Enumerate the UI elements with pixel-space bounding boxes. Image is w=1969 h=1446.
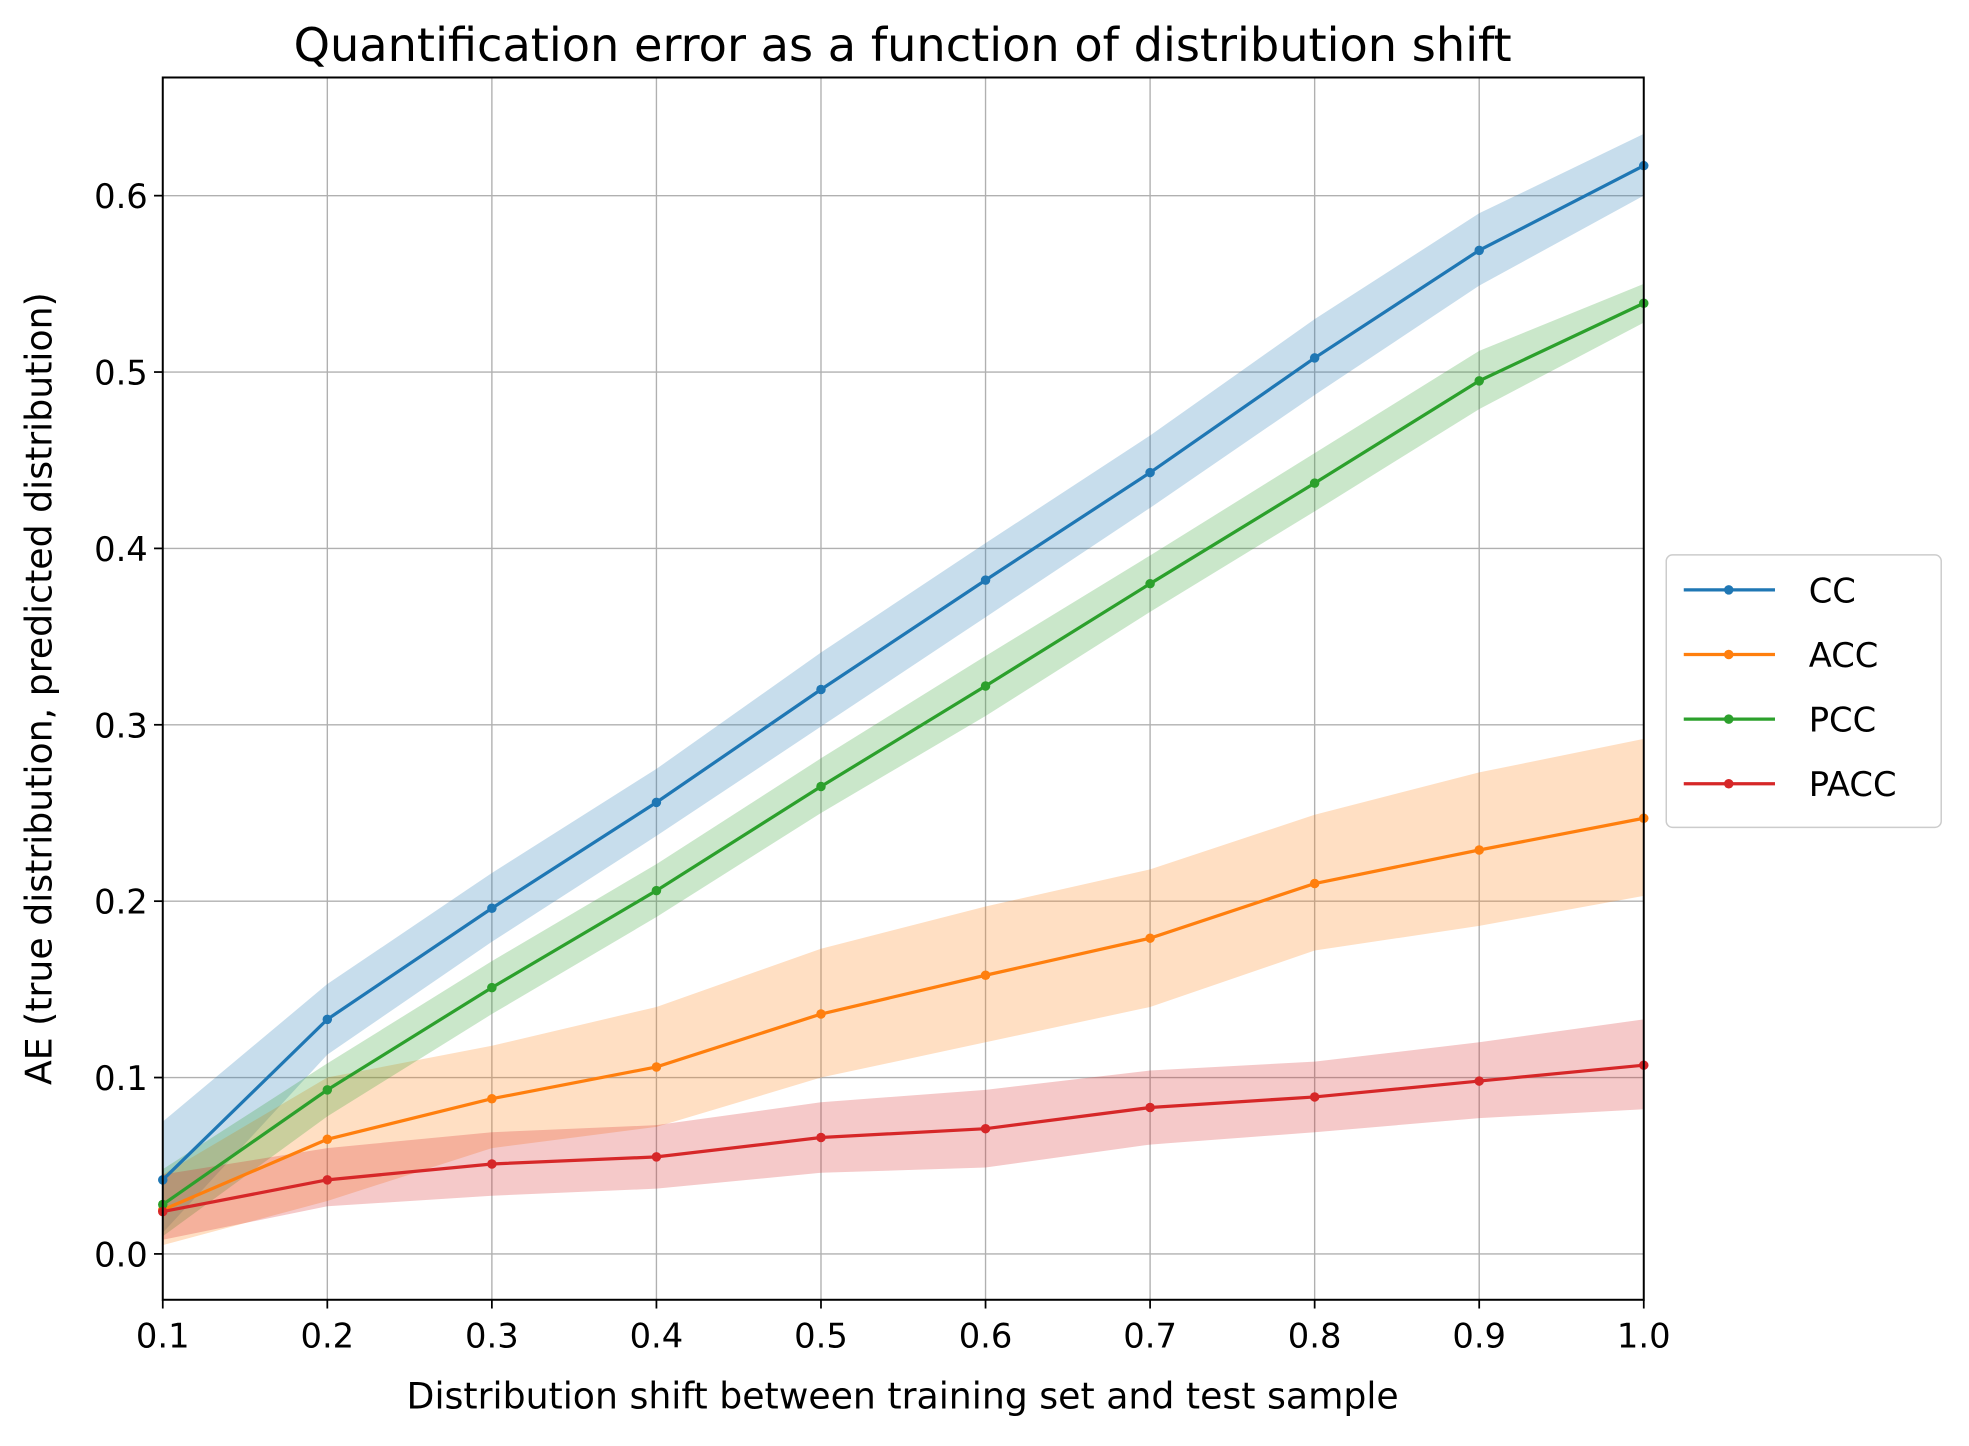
x-tick-label: 0.9 bbox=[1452, 1316, 1506, 1355]
point-acc bbox=[651, 1062, 662, 1072]
x-axis-label: Distribution shift between training set … bbox=[407, 1375, 1399, 1418]
point-cc bbox=[980, 575, 991, 585]
point-pacc bbox=[487, 1159, 497, 1169]
y-tick-label: 0.4 bbox=[94, 530, 148, 569]
y-tick-label: 0.3 bbox=[94, 706, 148, 745]
point-cc bbox=[816, 684, 826, 695]
line-pcc bbox=[161, 301, 1645, 1206]
confidence-bands bbox=[162, 133, 1644, 1246]
band-pacc bbox=[162, 1019, 1644, 1240]
y-tick-label: 0.2 bbox=[94, 883, 148, 922]
x-tick-label: 0.7 bbox=[1123, 1316, 1177, 1355]
band-pcc bbox=[162, 283, 1644, 1237]
point-pacc bbox=[1474, 1076, 1484, 1086]
x-tick-label: 0.4 bbox=[630, 1316, 684, 1355]
point-pacc bbox=[1309, 1092, 1320, 1102]
point-cc bbox=[1474, 245, 1484, 256]
point-acc bbox=[1145, 933, 1155, 943]
point-pcc bbox=[487, 982, 497, 993]
plot-frame bbox=[161, 76, 1645, 1301]
legend-label-pacc: PACC bbox=[1809, 765, 1897, 804]
point-pcc bbox=[816, 781, 826, 792]
x-tick-label: 0.6 bbox=[959, 1316, 1013, 1355]
point-pcc bbox=[1474, 376, 1484, 386]
legend-marker-pacc bbox=[1723, 778, 1734, 789]
legend-label-cc: CC bbox=[1809, 571, 1856, 610]
x-tick-label: 0.5 bbox=[794, 1316, 848, 1355]
legend-label-acc: ACC bbox=[1809, 636, 1879, 675]
legend-label-pcc: PCC bbox=[1809, 701, 1876, 740]
x-tick-label: 0.3 bbox=[465, 1316, 519, 1355]
y-tick-label: 0.0 bbox=[94, 1235, 148, 1274]
point-pacc bbox=[322, 1175, 333, 1185]
point-acc bbox=[1309, 878, 1320, 889]
y-tick-label: 0.5 bbox=[94, 354, 148, 393]
x-tick-label: 0.2 bbox=[300, 1316, 354, 1355]
line-cc bbox=[161, 164, 1645, 1182]
legend-box bbox=[1665, 554, 1942, 829]
point-acc bbox=[1474, 845, 1484, 855]
point-acc bbox=[322, 1134, 333, 1145]
band-acc bbox=[162, 738, 1644, 1246]
point-pacc bbox=[1145, 1102, 1155, 1113]
point-pcc bbox=[1145, 578, 1155, 589]
point-acc bbox=[816, 1009, 826, 1019]
point-pcc bbox=[651, 885, 662, 896]
point-cc bbox=[651, 797, 662, 808]
band-cc bbox=[162, 133, 1644, 1233]
point-cc bbox=[322, 1014, 333, 1025]
legend-marker-cc bbox=[1723, 585, 1734, 595]
point-pacc bbox=[816, 1132, 826, 1143]
point-cc bbox=[487, 903, 497, 913]
x-tick-label: 0.1 bbox=[136, 1316, 190, 1355]
legend-marker-pcc bbox=[1723, 714, 1734, 724]
legend-marker-acc bbox=[1723, 649, 1734, 660]
point-pcc bbox=[322, 1085, 333, 1095]
x-axis: 0.1 0.2 0.3 0.4 0.5 0.6 0.7 0.8 0.9 1.0 bbox=[136, 1299, 1671, 1355]
y-axis-label: AE (true distribution, predicted distrib… bbox=[18, 292, 61, 1085]
point-pcc bbox=[980, 681, 991, 691]
point-cc bbox=[1309, 353, 1320, 363]
point-cc bbox=[1145, 467, 1155, 478]
point-pcc bbox=[1309, 478, 1320, 488]
y-tick-label: 0.1 bbox=[94, 1059, 148, 1098]
legend: CC ACC PCC PACC bbox=[1665, 554, 1942, 829]
y-axis: 0.0 0.1 0.2 0.3 0.4 0.5 0.6 bbox=[94, 177, 163, 1274]
point-pacc bbox=[651, 1152, 662, 1162]
line-pacc bbox=[162, 1063, 1644, 1214]
y-tick-label: 0.6 bbox=[94, 177, 148, 216]
point-acc bbox=[487, 1093, 497, 1104]
point-acc bbox=[980, 970, 991, 980]
x-tick-label: 0.8 bbox=[1288, 1316, 1342, 1355]
line-acc bbox=[162, 816, 1645, 1212]
series-lines bbox=[158, 160, 1649, 1217]
point-pacc bbox=[980, 1123, 991, 1134]
chart-title: Quantification error as a function of di… bbox=[294, 18, 1512, 72]
x-tick-label: 1.0 bbox=[1617, 1316, 1671, 1355]
